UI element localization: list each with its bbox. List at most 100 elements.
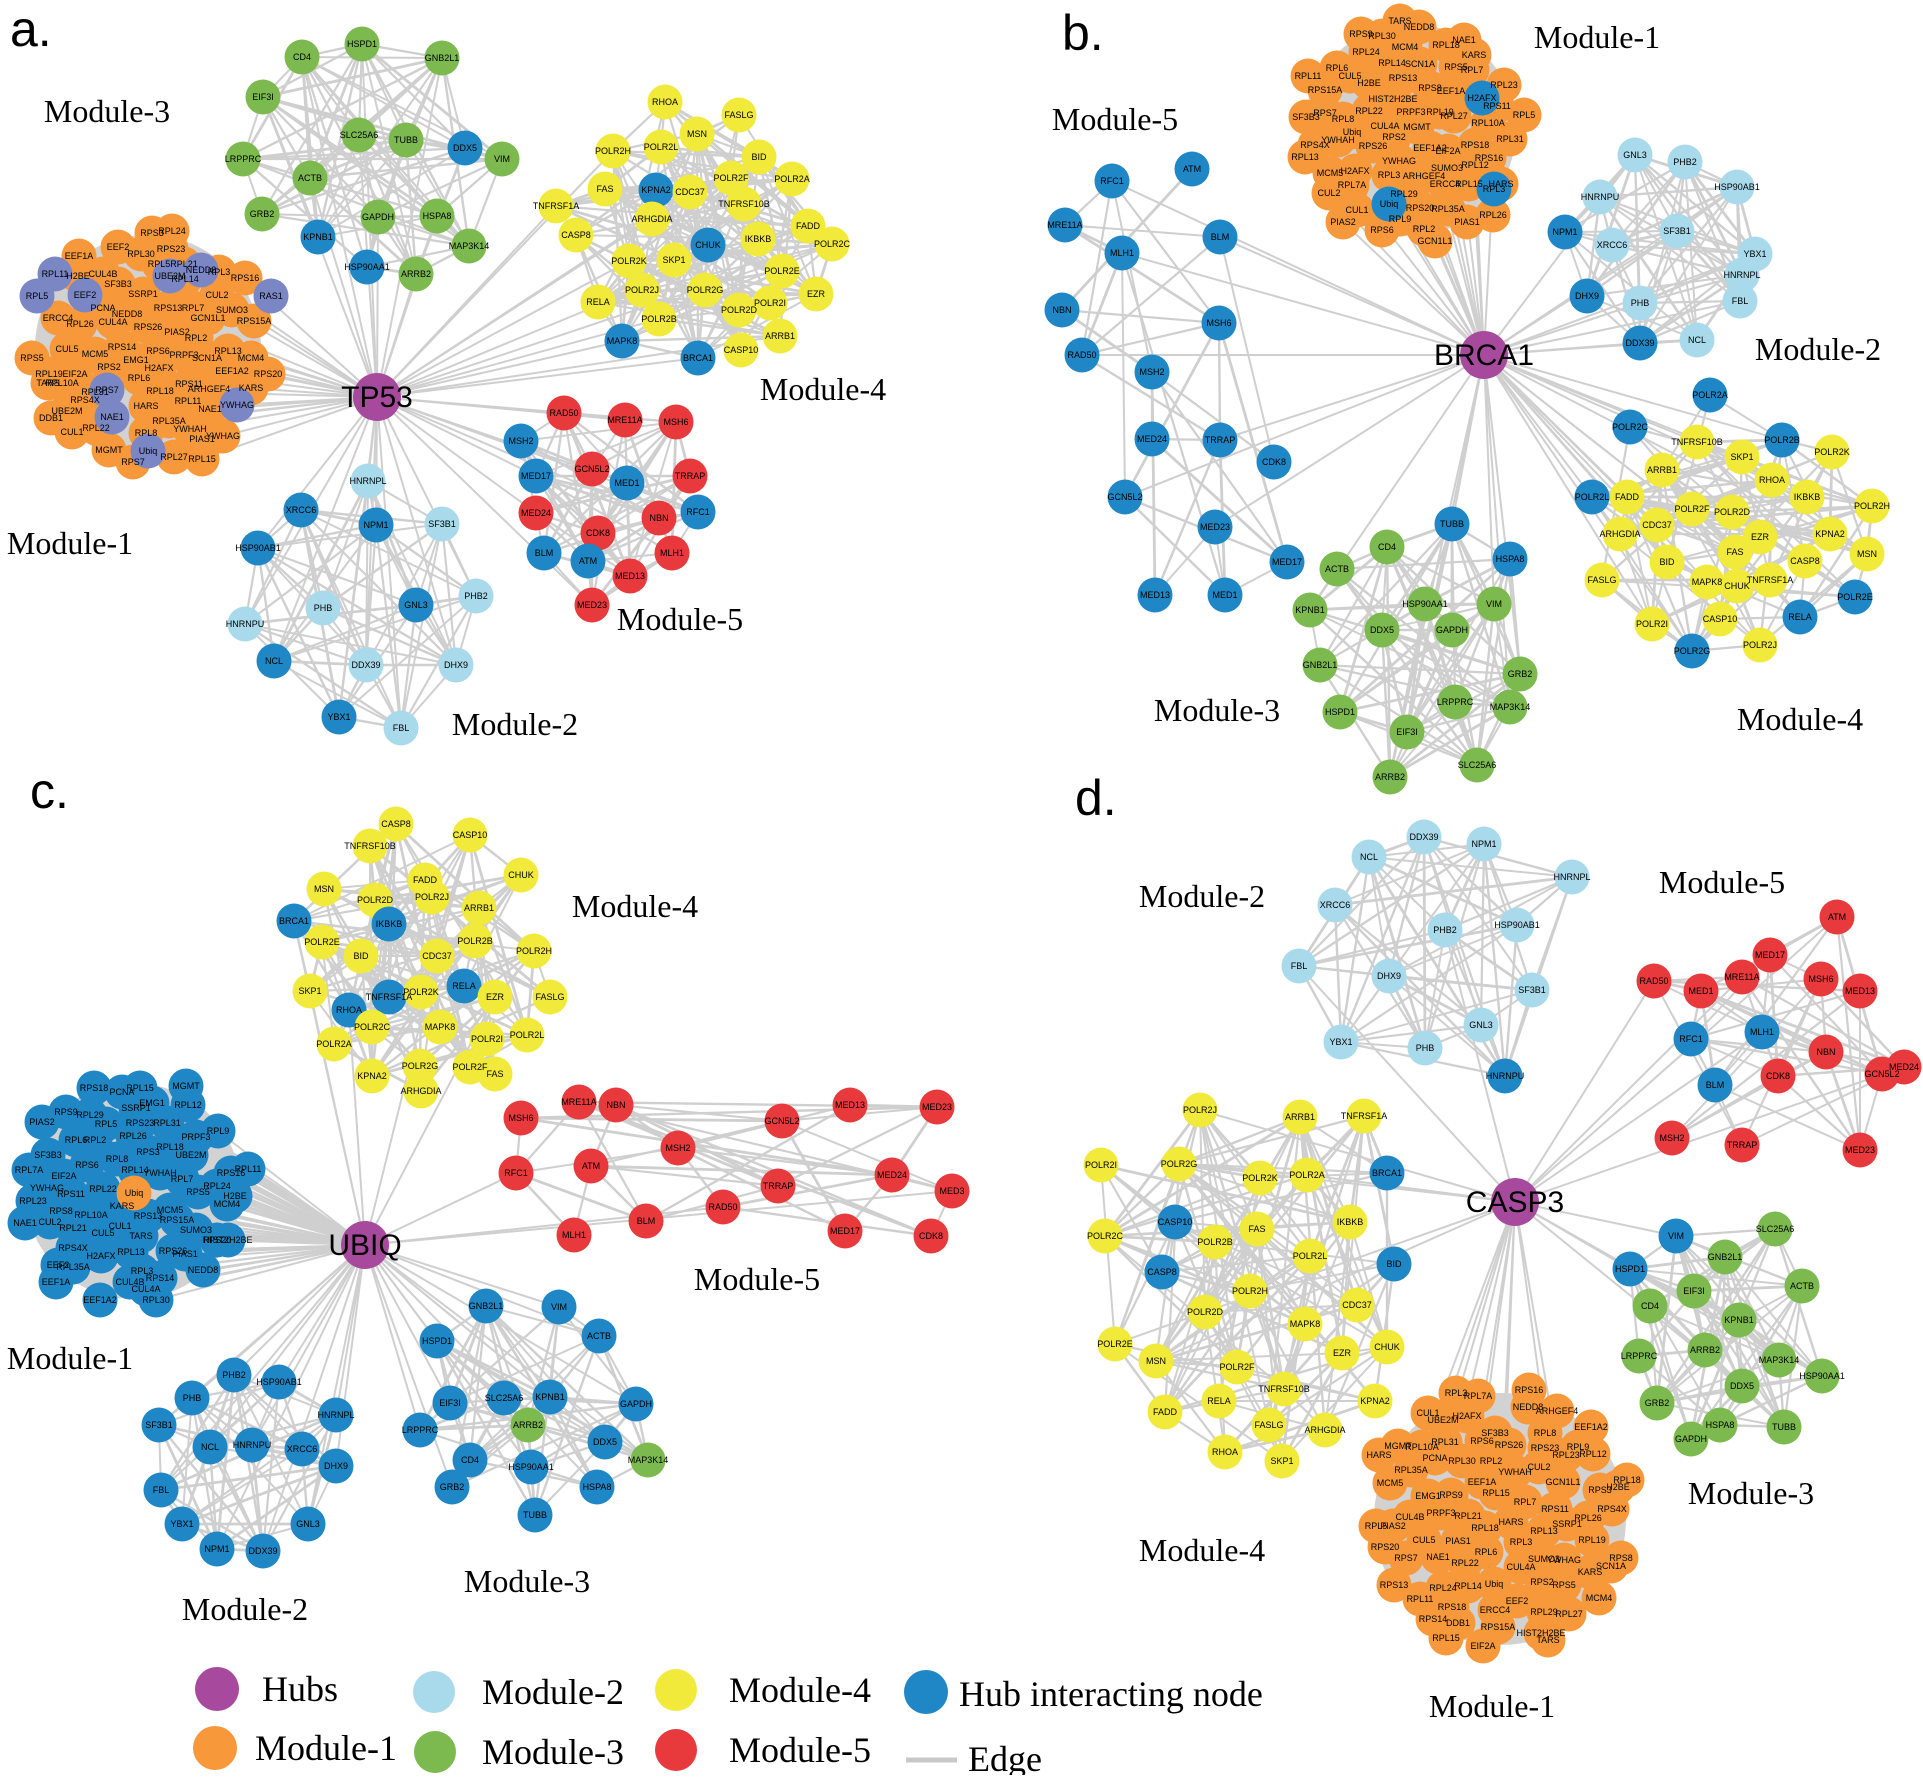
- svg-text:PIAS2: PIAS2: [1380, 1521, 1406, 1531]
- svg-text:KPNA2: KPNA2: [357, 1071, 387, 1081]
- svg-text:RPL6: RPL6: [128, 373, 151, 383]
- svg-text:GAPDH: GAPDH: [362, 212, 394, 222]
- svg-text:BID: BID: [1659, 557, 1675, 567]
- svg-text:PIAS2: PIAS2: [1330, 217, 1356, 227]
- svg-text:EEF1A2: EEF1A2: [83, 1295, 117, 1305]
- svg-text:TRRAP: TRRAP: [763, 1181, 794, 1191]
- svg-text:RPL26: RPL26: [1574, 1513, 1602, 1523]
- svg-text:MSN: MSN: [1857, 549, 1877, 559]
- svg-text:RPS14: RPS14: [1419, 1614, 1448, 1624]
- svg-text:RPL13: RPL13: [1291, 152, 1319, 162]
- svg-text:GCN5L2: GCN5L2: [764, 1116, 799, 1126]
- svg-text:SSRP1: SSRP1: [128, 289, 158, 299]
- svg-text:POLR2I: POLR2I: [471, 1034, 503, 1044]
- svg-text:RPL15: RPL15: [126, 1083, 154, 1093]
- svg-text:POLR2K: POLR2K: [611, 256, 647, 266]
- svg-text:MAP3K14: MAP3K14: [449, 241, 490, 251]
- svg-text:RPL30: RPL30: [142, 1295, 170, 1305]
- svg-text:RPL18: RPL18: [1613, 1475, 1641, 1485]
- svg-text:RPL6: RPL6: [65, 1135, 88, 1145]
- svg-text:YWHAH: YWHAH: [1498, 1467, 1532, 1477]
- svg-text:GCN5L2: GCN5L2: [574, 464, 609, 474]
- svg-text:EZR: EZR: [1751, 532, 1770, 542]
- svg-text:Module-5: Module-5: [729, 1730, 871, 1770]
- svg-text:POLR2E: POLR2E: [304, 937, 340, 947]
- svg-text:CDC37: CDC37: [422, 951, 452, 961]
- svg-text:MRE11A: MRE11A: [1047, 220, 1082, 230]
- svg-text:RPS6: RPS6: [75, 1160, 99, 1170]
- svg-text:RPL29: RPL29: [1530, 1607, 1558, 1617]
- svg-text:RPL2: RPL2: [84, 1135, 107, 1145]
- svg-text:RPS2: RPS2: [1530, 1577, 1554, 1587]
- svg-text:RPS7: RPS7: [1394, 1553, 1418, 1563]
- svg-text:RPL6: RPL6: [1475, 1547, 1498, 1557]
- svg-text:POLR2E: POLR2E: [1097, 1339, 1133, 1349]
- svg-text:RPL14: RPL14: [1454, 1581, 1482, 1591]
- svg-text:SSRP1: SSRP1: [1552, 1519, 1582, 1529]
- svg-text:MSH6: MSH6: [508, 1113, 533, 1123]
- svg-text:PIAS1: PIAS1: [1454, 217, 1480, 227]
- svg-text:Module-2: Module-2: [1755, 331, 1881, 367]
- svg-text:YBX1: YBX1: [1329, 1037, 1352, 1047]
- svg-text:PHB2: PHB2: [1673, 157, 1697, 167]
- svg-text:RPL24: RPL24: [158, 226, 186, 236]
- svg-text:YWHAG: YWHAG: [206, 431, 240, 441]
- svg-text:POLR2L: POLR2L: [1575, 492, 1610, 502]
- svg-text:HSP90AA1: HSP90AA1: [1799, 1371, 1845, 1381]
- svg-text:RPL26: RPL26: [66, 319, 94, 329]
- svg-text:RPS9: RPS9: [1439, 1490, 1463, 1500]
- svg-text:PHB: PHB: [314, 603, 333, 613]
- svg-text:RPL24: RPL24: [203, 1181, 231, 1191]
- svg-text:LRPPRC: LRPPRC: [225, 154, 262, 164]
- svg-text:POLR2L: POLR2L: [1293, 1251, 1328, 1261]
- svg-text:RPL10A: RPL10A: [1405, 1442, 1439, 1452]
- svg-text:ARHGDIA: ARHGDIA: [1599, 529, 1640, 539]
- svg-text:HIST2H2BE: HIST2H2BE: [203, 1235, 252, 1245]
- svg-text:EEF1A2: EEF1A2: [1574, 1422, 1608, 1432]
- svg-text:KPNB1: KPNB1: [535, 1392, 565, 1402]
- svg-text:RPL29: RPL29: [1390, 189, 1418, 199]
- svg-text:RPL6: RPL6: [1326, 63, 1349, 73]
- svg-text:EEF2: EEF2: [107, 242, 130, 252]
- svg-text:TRRAP: TRRAP: [1727, 1140, 1758, 1150]
- svg-text:NPM1: NPM1: [1471, 839, 1496, 849]
- svg-text:FAS: FAS: [1726, 547, 1743, 557]
- svg-text:Module-3: Module-3: [44, 93, 170, 129]
- svg-text:GNB2L1: GNB2L1: [425, 53, 460, 63]
- svg-text:MLH1: MLH1: [1110, 248, 1134, 258]
- svg-text:DHX9: DHX9: [324, 1461, 348, 1471]
- svg-text:Ubiq: Ubiq: [1380, 199, 1399, 209]
- svg-text:NAE1: NAE1: [198, 404, 222, 414]
- svg-text:RPL15: RPL15: [1482, 1488, 1510, 1498]
- svg-text:Module-2: Module-2: [482, 1672, 624, 1712]
- svg-text:MED23: MED23: [1200, 522, 1230, 532]
- svg-text:FBL: FBL: [1291, 961, 1308, 971]
- svg-text:RELA: RELA: [1207, 1396, 1231, 1406]
- svg-text:SLC25A6: SLC25A6: [1458, 760, 1497, 770]
- svg-text:XRCC6: XRCC6: [286, 505, 317, 515]
- svg-text:RPL12: RPL12: [174, 1100, 202, 1110]
- svg-text:PHB: PHB: [183, 1393, 202, 1403]
- svg-text:EIF2A: EIF2A: [51, 1171, 76, 1181]
- svg-text:TNFRSF10B: TNFRSF10B: [1671, 437, 1723, 447]
- svg-text:POLR2G: POLR2G: [1674, 646, 1711, 656]
- svg-text:KARS: KARS: [1578, 1567, 1603, 1577]
- svg-text:NBN: NBN: [1816, 1047, 1835, 1057]
- svg-text:CASP3: CASP3: [1466, 1186, 1564, 1219]
- svg-text:ARRB2: ARRB2: [401, 269, 431, 279]
- svg-text:CASP8: CASP8: [1147, 1267, 1177, 1277]
- svg-text:NBN: NBN: [1052, 305, 1071, 315]
- svg-text:XRCC6: XRCC6: [1597, 240, 1628, 250]
- svg-text:RPL13: RPL13: [117, 1247, 145, 1257]
- svg-text:H2BE: H2BE: [223, 1191, 247, 1201]
- svg-text:HSP90AB1: HSP90AB1: [256, 1377, 302, 1387]
- svg-text:RFC1: RFC1: [1100, 176, 1124, 186]
- svg-text:NEDD8: NEDD8: [112, 309, 143, 319]
- svg-text:DDX5: DDX5: [1730, 1381, 1754, 1391]
- svg-text:RPS9: RPS9: [54, 1107, 78, 1117]
- svg-text:EEF1A: EEF1A: [42, 1277, 71, 1287]
- svg-text:PHB2: PHB2: [222, 1370, 246, 1380]
- svg-text:MED17: MED17: [830, 1226, 860, 1236]
- svg-text:DHX9: DHX9: [1575, 291, 1599, 301]
- svg-text:RPS3: RPS3: [140, 228, 164, 238]
